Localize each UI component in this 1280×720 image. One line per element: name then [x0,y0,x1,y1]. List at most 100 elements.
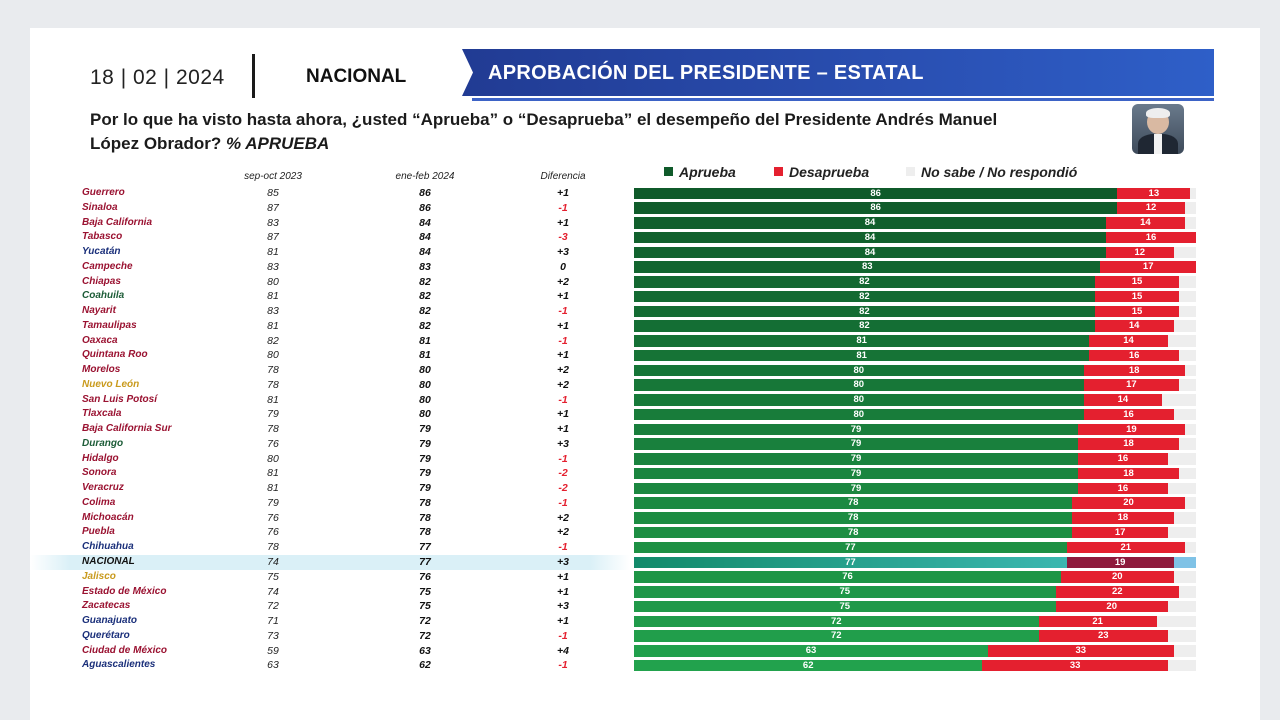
bar-label-desaprueba: 33 [1069,659,1081,671]
value-diferencia: -1 [558,541,568,554]
bar-no-sabe [1167,335,1196,347]
bar-label-desaprueba: 23 [1097,630,1109,642]
bar-aprueba: 79 [634,438,1078,450]
bar-desaprueba: 16 [1077,453,1168,465]
bar-aprueba: 62 [634,659,983,672]
bar-label-aprueba: 63 [805,645,817,657]
bar-no-sabe [1179,586,1196,598]
state-name: Michoacán [82,511,134,523]
slide: 18 | 02 | 2024 NACIONAL APROBACIÓN DEL P… [30,28,1260,720]
bar-no-sabe [1173,320,1196,332]
state-name: Coahuila [82,290,125,302]
bar-aprueba: 81 [634,335,1090,347]
value-diferencia: +1 [557,319,569,332]
bar-aprueba: 78 [634,497,1073,509]
bar-label-desaprueba: 17 [1126,379,1137,391]
bar-desaprueba: 14 [1083,394,1163,406]
bar-aprueba: 75 [634,600,1056,613]
bar-label-aprueba: 84 [864,217,876,229]
bar-label-desaprueba: 17 [1114,526,1126,538]
value-sep-oct-2023: 73 [267,629,279,642]
value-ene-feb-2024: 81 [419,334,431,347]
bar-label-desaprueba: 20 [1123,497,1134,509]
president-photo [1132,104,1184,154]
value-diferencia: -3 [558,231,568,244]
bar-aprueba: 82 [634,320,1095,332]
bar-desaprueba: 18 [1077,467,1180,480]
bar-desaprueba: 21 [1038,615,1157,628]
slide-date: 18 | 02 | 2024 [90,66,225,89]
column-header-diferencia: Diferencia [540,171,586,182]
value-diferencia: +4 [557,644,569,657]
bar-no-sabe [1167,482,1196,495]
bar-label-aprueba: 77 [845,556,856,568]
banner-underline [472,98,1214,101]
value-sep-oct-2023: 71 [267,615,279,628]
bar-aprueba: 72 [634,630,1039,642]
legend-swatch-desaprueba [774,167,783,176]
value-sep-oct-2023: 81 [267,290,279,303]
state-name: Guanajuato [82,615,138,627]
bar-label-aprueba: 86 [870,187,881,199]
bar-no-sabe [1184,202,1196,214]
photo-shirt [1154,134,1162,154]
bar-no-sabe [1173,645,1196,657]
bar-desaprueba: 23 [1038,630,1168,642]
value-sep-oct-2023: 81 [267,467,279,480]
value-ene-feb-2024: 72 [419,629,431,642]
bar-label-aprueba: 81 [856,335,867,347]
bar-label-desaprueba: 15 [1131,290,1143,302]
value-diferencia: -1 [558,201,568,214]
value-diferencia: -2 [558,467,568,480]
bar-no-sabe [1173,556,1196,568]
state-name: Yucatán [82,246,121,258]
value-ene-feb-2024: 80 [419,408,431,421]
bar-aprueba: 84 [634,217,1107,229]
table-row: Chiapas 80 82 +2 82 15 [30,275,1260,290]
value-ene-feb-2024: 79 [419,437,431,450]
table-row: Puebla 76 78 +2 78 17 [30,525,1260,540]
value-diferencia: +3 [557,600,569,613]
bar-label-aprueba: 62 [802,659,814,671]
state-name: Tlaxcala [82,408,122,420]
bar-label-aprueba: 77 [845,541,856,553]
state-name: Campeche [82,260,133,272]
value-sep-oct-2023: 59 [267,644,279,657]
bar-label-desaprueba: 18 [1123,467,1134,479]
value-sep-oct-2023: 80 [267,452,279,465]
state-name: Jalisco [82,570,116,582]
state-name: Hidalgo [82,452,119,464]
bar-no-sabe [1167,526,1196,539]
value-diferencia: +3 [557,437,569,450]
value-diferencia: -1 [558,305,568,318]
bar-desaprueba: 20 [1061,571,1174,583]
bar-label-aprueba: 80 [853,364,865,376]
bar-label-aprueba: 79 [850,423,862,435]
bar-no-sabe [1167,659,1196,672]
bar-no-sabe [1173,512,1196,524]
state-name: Baja California Sur [82,423,172,435]
bar-no-sabe [1184,497,1196,509]
bar-desaprueba: 16 [1083,408,1174,421]
column-header-sep-oct: sep-oct 2023 [244,171,302,182]
table-row: Quintana Roo 80 81 +1 81 16 [30,348,1260,363]
value-sep-oct-2023: 78 [267,364,279,377]
bar-no-sabe [1184,217,1196,229]
state-name: Tabasco [82,231,123,243]
bar-aprueba: 77 [634,556,1067,568]
value-sep-oct-2023: 74 [267,585,279,598]
bar-desaprueba: 19 [1077,423,1185,436]
bar-aprueba: 80 [634,408,1084,421]
value-sep-oct-2023: 81 [267,246,279,259]
value-diferencia: -1 [558,629,568,642]
table-row: Tabasco 87 84 -3 84 16 [30,230,1260,245]
bar-label-desaprueba: 18 [1117,512,1129,524]
bar-label-aprueba: 79 [850,482,862,494]
bar-aprueba: 83 [634,261,1101,273]
bar-desaprueba: 16 [1077,482,1168,495]
bar-no-sabe [1162,394,1196,406]
photo-hair [1146,108,1170,118]
value-diferencia: -1 [558,659,568,672]
bar-desaprueba: 19 [1066,556,1174,568]
value-ene-feb-2024: 84 [419,216,431,229]
